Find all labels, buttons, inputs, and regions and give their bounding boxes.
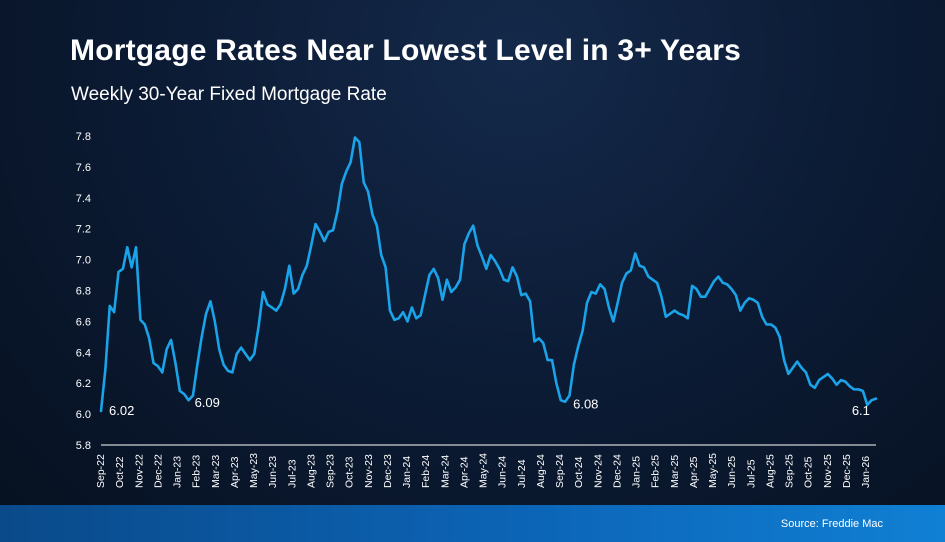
x-tick-label: Nov-23 xyxy=(363,454,375,488)
y-tick-label: 6.0 xyxy=(76,409,91,421)
data-label: 6.1 xyxy=(852,403,870,418)
x-tick-label: Feb-25 xyxy=(650,455,662,488)
x-tick-label: Oct-22 xyxy=(114,456,126,488)
y-tick-label: 6.8 xyxy=(76,286,91,298)
y-tick-label: 7.2 xyxy=(76,224,91,236)
x-tick-label: Jan-26 xyxy=(860,456,872,488)
x-tick-label: Nov-25 xyxy=(822,454,834,488)
chart-subtitle: Weekly 30-Year Fixed Mortgage Rate xyxy=(71,84,387,105)
x-tick-label: Sep-25 xyxy=(784,454,796,488)
chart-title: Mortgage Rates Near Lowest Level in 3+ Y… xyxy=(70,34,742,67)
x-tick-label: Mar-25 xyxy=(669,455,681,488)
x-tick-label: Jan-23 xyxy=(172,456,184,488)
x-tick-label: Jul-24 xyxy=(516,459,528,488)
x-tick-label: Feb-23 xyxy=(191,455,203,488)
x-tick-label: Oct-25 xyxy=(803,456,815,488)
x-tick-label: Oct-23 xyxy=(344,456,356,488)
x-tick-label: May-25 xyxy=(707,453,719,488)
x-tick-label: Mar-23 xyxy=(210,455,222,488)
x-tick-label: Sep-23 xyxy=(325,454,337,488)
x-axis: Sep-22 Oct-22 Nov-22 Dec-22 Jan-23 Feb-23 Mar-… xyxy=(95,444,876,488)
x-tick-label: Dec-22 xyxy=(152,454,164,488)
data-label: 6.09 xyxy=(195,395,220,410)
x-tick-label: May-24 xyxy=(478,453,490,488)
x-tick-label: Aug-23 xyxy=(305,454,317,488)
line-chart: 7.8 7.6 7.4 7.2 7.0 6.8 6.6 6.4 6.2 6.0 5.8 Sep-22… xyxy=(76,131,878,488)
x-tick-label: Sep-22 xyxy=(95,454,107,488)
y-tick-label: 7.0 xyxy=(76,255,91,267)
x-tick-label: Aug-25 xyxy=(764,454,776,488)
data-label: 6.02 xyxy=(109,403,134,418)
x-tick-label: Oct-24 xyxy=(573,456,585,488)
x-tick-label: Dec-23 xyxy=(382,454,394,488)
x-tick-label: Nov-22 xyxy=(133,454,145,488)
y-tick-label: 6.2 xyxy=(76,378,91,390)
x-tick-label: Dec-25 xyxy=(841,454,853,488)
y-tick-label: 6.4 xyxy=(76,347,91,359)
x-tick-label: Jan-24 xyxy=(401,456,413,488)
footer-bar: Source: Freddie Mac xyxy=(0,505,945,542)
y-tick-label: 7.8 xyxy=(76,131,91,143)
x-tick-label: Dec-24 xyxy=(611,454,623,488)
annotations-layer: 6.02 6.09 6.08 6.1 xyxy=(109,395,870,418)
y-tick-label: 7.6 xyxy=(76,162,91,174)
x-tick-label: May-23 xyxy=(248,453,260,488)
series-layer xyxy=(99,136,878,413)
x-tick-label: Jun-24 xyxy=(497,456,509,488)
x-tick-label: Apr-23 xyxy=(229,456,241,488)
data-label: 6.08 xyxy=(573,397,598,412)
source-label: Source: Freddie Mac xyxy=(780,518,883,530)
x-tick-label: Mar-24 xyxy=(439,455,451,488)
y-tick-label: 7.4 xyxy=(76,193,91,205)
y-tick-label: 6.6 xyxy=(76,316,91,328)
x-tick-label: Jul-25 xyxy=(745,459,757,488)
x-tick-label: Nov-24 xyxy=(592,454,604,488)
series-line xyxy=(99,136,878,413)
x-tick-label: Sep-24 xyxy=(554,454,566,488)
y-tick-label: 5.8 xyxy=(76,440,91,452)
x-tick-label: Jul-23 xyxy=(286,459,298,488)
x-tick-label: Jun-25 xyxy=(726,456,738,488)
x-tick-label: Jun-23 xyxy=(267,456,279,488)
x-tick-label: Feb-24 xyxy=(420,455,432,488)
x-tick-label: Apr-25 xyxy=(688,456,700,488)
x-tick-label: Apr-24 xyxy=(458,456,470,488)
x-tick-label: Aug-24 xyxy=(535,454,547,488)
x-tick-label: Jan-25 xyxy=(631,456,643,488)
y-axis: 7.8 7.6 7.4 7.2 7.0 6.8 6.6 6.4 6.2 6.0 5.8 xyxy=(76,131,91,452)
